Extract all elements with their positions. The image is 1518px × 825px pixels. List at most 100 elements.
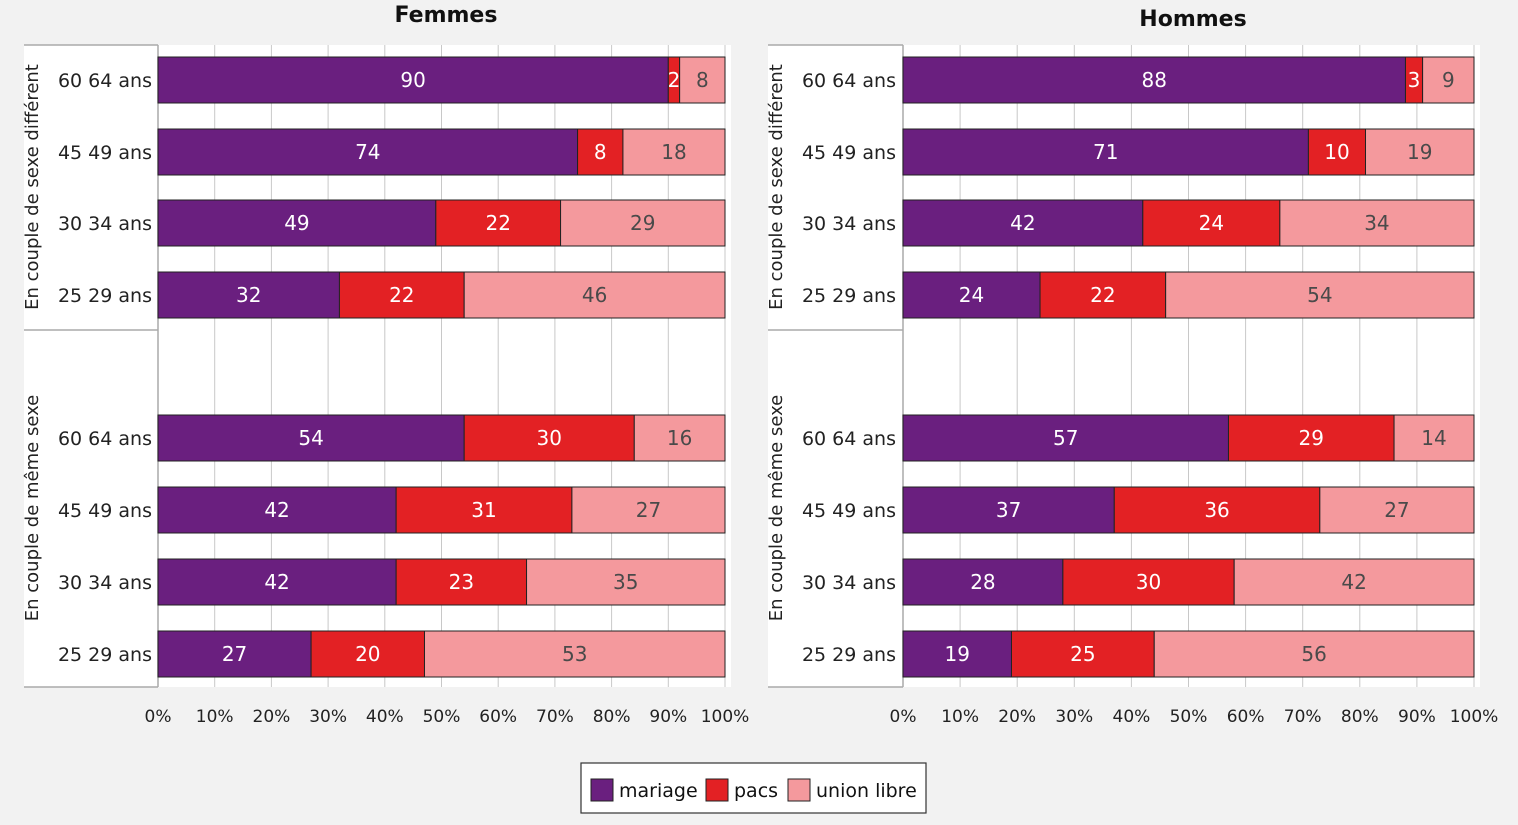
data-label: 57: [1053, 426, 1078, 450]
chart-title: Hommes: [1139, 7, 1246, 32]
data-label: 35: [613, 570, 638, 594]
data-label: 24: [1199, 211, 1224, 235]
category-label: 30 34 ans: [802, 572, 896, 594]
data-label: 8: [594, 140, 607, 164]
data-label: 90: [400, 68, 425, 92]
chart-title: Femmes: [395, 3, 498, 28]
data-label: 19: [945, 642, 970, 666]
data-label: 46: [582, 283, 607, 307]
data-label: 27: [1384, 498, 1409, 522]
bar-segment-mariage: [902, 558, 1064, 606]
data-label: 14: [1421, 426, 1446, 450]
bar-segment-mariage: [157, 630, 312, 678]
x-tick-label: 100%: [1450, 707, 1499, 727]
x-tick-label: 70%: [536, 707, 574, 727]
data-label: 20: [355, 642, 380, 666]
data-label: 25: [1070, 642, 1095, 666]
category-label: 30 34 ans: [58, 213, 152, 235]
bar-segment-union-libre: [1319, 486, 1475, 534]
x-tick-label: 90%: [649, 707, 687, 727]
data-label: 42: [1341, 570, 1366, 594]
bar-segment-union-libre: [571, 486, 726, 534]
x-tick-label: 80%: [593, 707, 631, 727]
bar-segment-mariage: [157, 271, 340, 319]
bar-segment-pacs: [435, 199, 562, 247]
bar-segment-pacs: [310, 630, 425, 678]
bar-segment-union-libre: [679, 56, 726, 104]
category-label: 60 64 ans: [58, 428, 152, 450]
data-label: 53: [562, 642, 587, 666]
x-tick-label: 40%: [1113, 707, 1151, 727]
data-label: 9: [1442, 68, 1455, 92]
bar-segment-mariage: [902, 414, 1229, 462]
category-label: 25 29 ans: [58, 644, 152, 666]
data-label: 22: [1090, 283, 1115, 307]
data-label: 16: [667, 426, 692, 450]
bar-segment-pacs: [1307, 128, 1367, 176]
data-label: 49: [284, 211, 309, 235]
bar-segment-mariage: [902, 630, 1012, 678]
data-label: 18: [661, 140, 686, 164]
bar-segment-mariage: [157, 414, 465, 462]
x-tick-label: 90%: [1398, 707, 1436, 727]
data-label: 29: [630, 211, 655, 235]
data-label: 37: [996, 498, 1021, 522]
data-label: 8: [696, 68, 709, 92]
x-tick-label: 0%: [890, 707, 917, 727]
data-label: 42: [264, 498, 289, 522]
x-tick-label: 50%: [1170, 707, 1208, 727]
data-label: 54: [298, 426, 323, 450]
legend-swatch-mariage: [590, 778, 614, 802]
bar-segment-mariage: [157, 56, 669, 104]
bar-segment-mariage: [902, 128, 1309, 176]
bar-segment-union-libre: [1279, 199, 1475, 247]
category-label: 60 64 ans: [802, 70, 896, 92]
x-tick-label: 50%: [423, 707, 461, 727]
data-label: 27: [222, 642, 247, 666]
group-label: En couple de même sexe: [766, 395, 787, 622]
bar-segment-pacs: [1062, 558, 1235, 606]
bar-segment-mariage: [902, 486, 1115, 534]
bar-segment-mariage: [902, 199, 1144, 247]
data-label: 56: [1301, 642, 1326, 666]
data-label: 2: [668, 68, 681, 92]
bar-segment-union-libre: [633, 414, 726, 462]
category-label: 60 64 ans: [802, 428, 896, 450]
legend-label: mariage: [619, 780, 698, 802]
bar-segment-union-libre: [1422, 56, 1475, 104]
bar-segment-pacs: [577, 128, 624, 176]
x-tick-label: 40%: [366, 707, 404, 727]
bar-segment-pacs: [338, 271, 465, 319]
bar-segment-union-libre: [463, 271, 726, 319]
group-label: En couple de même sexe: [22, 395, 43, 622]
bar-segment-pacs: [1010, 630, 1155, 678]
group-label: En couple de sexe différent: [766, 64, 787, 310]
data-label: 23: [449, 570, 474, 594]
bar-segment-pacs: [395, 558, 528, 606]
data-label: 74: [355, 140, 380, 164]
legend-label: pacs: [734, 780, 778, 802]
x-tick-label: 30%: [1055, 707, 1093, 727]
legend-swatch-union-libre: [787, 778, 811, 802]
bar-segment-mariage: [157, 558, 397, 606]
data-label: 31: [471, 498, 496, 522]
x-tick-label: 80%: [1341, 707, 1379, 727]
x-tick-label: 60%: [1227, 707, 1265, 727]
bar-segment-mariage: [902, 271, 1041, 319]
legend-swatch-pacs: [705, 778, 729, 802]
x-tick-label: 60%: [479, 707, 517, 727]
data-label: 27: [636, 498, 661, 522]
data-label: 36: [1204, 498, 1229, 522]
data-label: 28: [970, 570, 995, 594]
x-tick-label: 20%: [253, 707, 291, 727]
data-label: 22: [389, 283, 414, 307]
data-label: 30: [537, 426, 562, 450]
bar-segment-pacs: [1113, 486, 1321, 534]
group-label: En couple de sexe différent: [22, 64, 43, 310]
legend: [580, 762, 927, 814]
data-label: 54: [1307, 283, 1332, 307]
category-label: 25 29 ans: [58, 285, 152, 307]
data-label: 42: [1010, 211, 1035, 235]
bar-segment-union-libre: [1153, 630, 1475, 678]
